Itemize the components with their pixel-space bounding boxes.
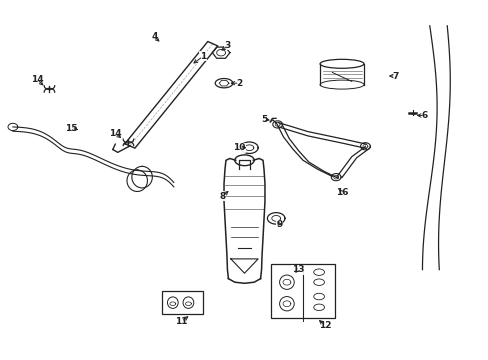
Text: 13: 13 [291, 265, 304, 274]
Text: 14: 14 [109, 129, 122, 138]
Text: 10: 10 [233, 143, 245, 152]
Text: 6: 6 [421, 111, 427, 120]
Text: 8: 8 [219, 192, 225, 201]
Text: 2: 2 [236, 79, 242, 88]
Text: 7: 7 [392, 72, 398, 81]
Text: 4: 4 [151, 32, 157, 41]
Text: 15: 15 [65, 123, 78, 132]
Text: 9: 9 [276, 220, 282, 229]
Text: 16: 16 [335, 188, 347, 197]
Text: 1: 1 [200, 52, 206, 61]
Text: 3: 3 [224, 41, 230, 50]
Text: 5: 5 [260, 114, 266, 123]
Bar [161, 291, 203, 315]
Bar [271, 264, 334, 318]
Text: 11: 11 [175, 317, 187, 326]
Text: 14: 14 [31, 75, 43, 84]
Text: 12: 12 [318, 321, 330, 330]
